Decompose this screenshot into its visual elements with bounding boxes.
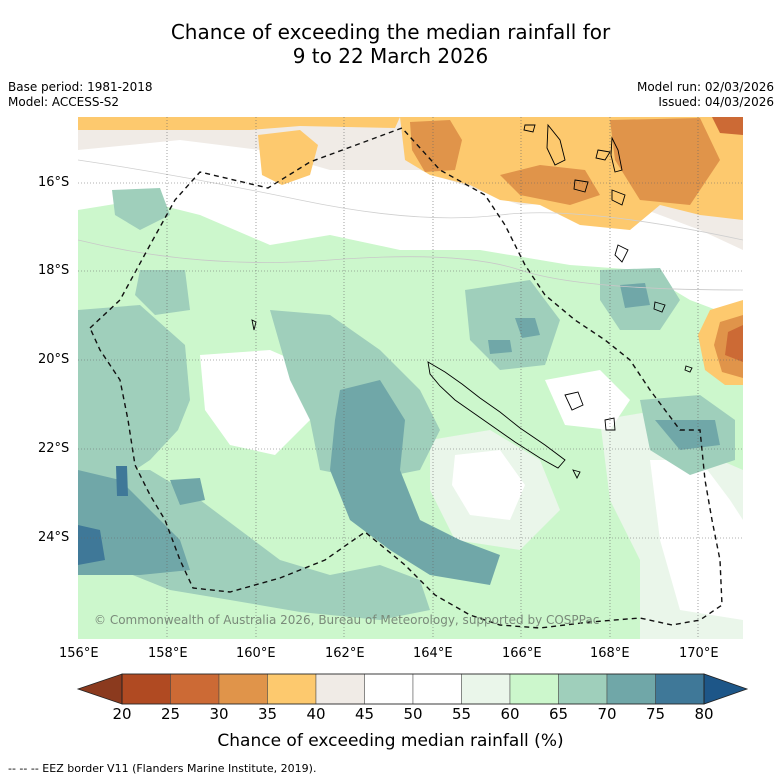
colorbar-tick-label: 60 [500, 705, 520, 723]
field-70-75-ne [620, 283, 650, 308]
lat-label-20s: 20°S [38, 352, 70, 367]
model-run: Model run: 02/03/2026 [636, 80, 774, 94]
model-name: Model: ACCESS-S2 [8, 95, 120, 109]
lon-label-160e: 160°E [236, 646, 276, 661]
lon-label-156e: 156°E [59, 646, 99, 661]
colorbar-tick-label: 80 [694, 705, 714, 723]
map-fields [78, 117, 743, 639]
lon-label-170e: 170°E [679, 646, 719, 661]
meta-left: Base period: 1981-2018 Model: ACCESS-S2 [8, 80, 153, 110]
field-70-75-east [655, 420, 720, 450]
graticule [78, 117, 743, 639]
lat-label-22s: 22°S [38, 441, 70, 456]
lon-label-168e: 168°E [590, 646, 630, 661]
colorbar-cell [315, 673, 365, 705]
lon-label-166e: 166°E [502, 646, 542, 661]
map-title-line1: Chance of exceeding the median rainfall … [170, 20, 611, 44]
lon-label-164e: 164°E [413, 646, 453, 661]
field-45-55 [78, 140, 743, 320]
base-period: Base period: 1981-2018 [8, 80, 153, 94]
map-title-line2: 9 to 22 March 2026 [292, 44, 489, 68]
colorbar-cell [170, 673, 220, 705]
colorbar [76, 673, 749, 705]
colorbar-tick-label: 75 [645, 705, 666, 723]
colorbar-cell [606, 673, 656, 705]
colorbar-cell [509, 673, 559, 705]
copyright-notice: © Commonwealth of Australia 2026, Bureau… [94, 613, 600, 627]
colorbar-tick-label: 50 [403, 705, 423, 723]
field-75-80-sw [78, 525, 105, 565]
coastlines [251, 123, 693, 480]
colorbar-tick-label: 35 [257, 705, 278, 723]
colorbar-over [704, 674, 747, 704]
eez-legend: -- -- -- EEZ border V11 (Flanders Marine… [8, 762, 317, 775]
field-50-55-center [452, 450, 525, 520]
colorbar-tick-label: 40 [306, 705, 326, 723]
meta-right: Model run: 02/03/2026 Issued: 04/03/2026 [637, 80, 774, 110]
field-25-30-ne [712, 117, 743, 135]
field-70-75-b [170, 478, 205, 505]
field-65-70-south [78, 470, 430, 620]
colorbar-cell [461, 673, 511, 705]
field-30-35-c [610, 118, 720, 205]
field-65-70-nw [112, 188, 170, 230]
colorbar-tick-label: 20 [112, 705, 132, 723]
colorbar-tick-label: 70 [597, 705, 617, 723]
contour-line [78, 159, 743, 241]
field-30-35-a [410, 120, 462, 172]
field-70-75-n2 [488, 340, 512, 354]
colorbar-cell [655, 673, 705, 705]
contour-line [78, 239, 743, 291]
colorbar-cell [121, 673, 171, 705]
colorbar-tick-label: 55 [451, 705, 472, 723]
field-70-75-center [330, 380, 500, 585]
issued-date: Issued: 04/03/2026 [658, 95, 774, 109]
colorbar-tick-label: 45 [354, 705, 375, 723]
field-35-40-nw [78, 117, 400, 130]
colorbar-cell [267, 673, 317, 705]
colorbar-cell [364, 673, 414, 705]
lon-label-158e: 158°E [148, 646, 188, 661]
colorbar-cell [218, 673, 268, 705]
field-65-70-nw2 [135, 270, 190, 315]
field-35-40-west [258, 130, 318, 185]
field-75-80-b [116, 466, 128, 496]
lat-label-18s: 18°S [38, 263, 70, 278]
colorbar-title: Chance of exceeding median rainfall (%) [217, 731, 564, 751]
field-50-55-east [545, 370, 630, 430]
lat-label-24s: 24°S [38, 530, 70, 545]
field-65-70-west [78, 305, 190, 480]
lon-label-162e: 162°E [325, 646, 365, 661]
colorbar-tick-label: 30 [209, 705, 229, 723]
colorbar-cell [412, 673, 462, 705]
field-50-55-se [650, 460, 743, 620]
colorbar-under [78, 674, 122, 704]
colorbar-tick-label: 65 [548, 705, 569, 723]
field-25-30-east [725, 325, 743, 362]
field-30-35-b [500, 165, 600, 205]
colorbar-cell [558, 673, 608, 705]
colorbar-tick-label: 25 [160, 705, 181, 723]
lat-label-16s: 16°S [38, 175, 70, 190]
field-65-70-north [465, 280, 560, 370]
field-70-75-sw [78, 470, 190, 575]
